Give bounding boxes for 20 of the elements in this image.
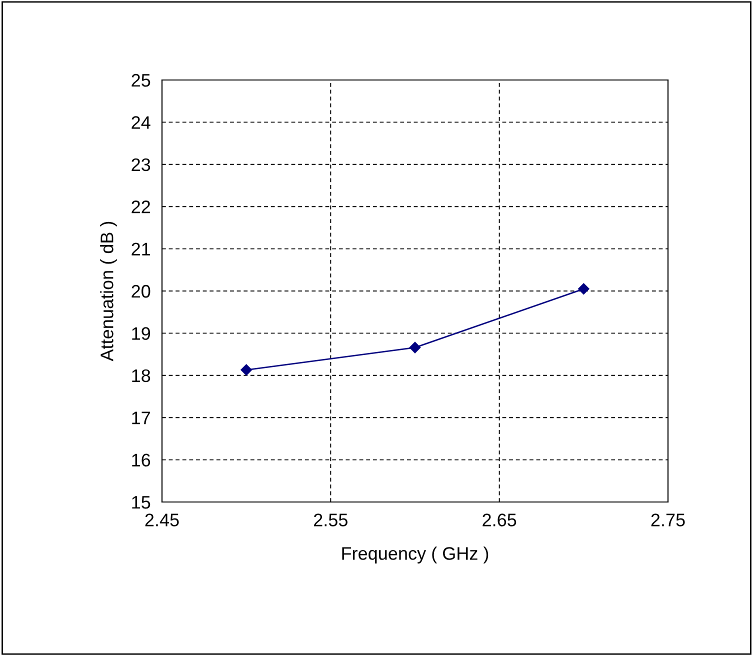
y-tick-label: 18	[132, 369, 150, 382]
y-tick-label: 22	[132, 200, 150, 214]
x-tick-label: 2.65	[482, 514, 516, 526]
y-tick-label: 19	[132, 327, 150, 340]
x-tick-label: 2.55	[314, 514, 348, 526]
y-tick-label: 16	[132, 454, 150, 467]
y-tick-label: 17	[132, 412, 150, 424]
x-tick-label: 2.75	[651, 514, 685, 526]
y-tick-label: 25	[132, 74, 150, 87]
x-axis-title: Frequency ( GHz )	[342, 546, 488, 564]
point	[409, 342, 421, 354]
point	[578, 283, 590, 294]
y-tick-label: 21	[132, 242, 150, 256]
y-tick-label: 20	[132, 284, 150, 298]
x-tick-label: 2.45	[145, 514, 179, 526]
y-tick-label: 15	[132, 496, 150, 509]
point	[240, 364, 252, 376]
y-tick-label: 24	[132, 116, 150, 129]
y-tick-label: 23	[132, 158, 150, 172]
y-axis-title: Attenuation ( dB )	[100, 222, 117, 362]
